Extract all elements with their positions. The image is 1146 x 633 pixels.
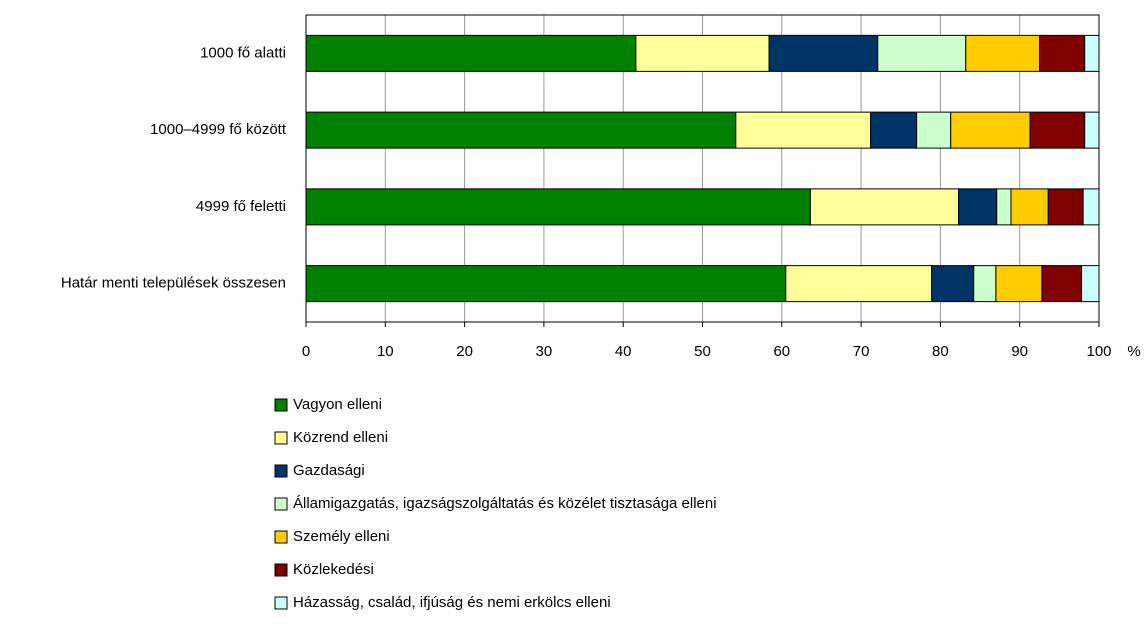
bar-segment [305,111,737,149]
bar-segment [305,34,637,72]
y-tick-label: 4999 fő feletti [196,198,286,215]
bar-segment [305,188,811,226]
bar-segment [1039,34,1086,72]
x-tick-label: 50 [694,343,711,360]
bar-segment [916,111,952,149]
legend-label: Közrend elleni [293,429,388,446]
legend-label: Államigazgatás, igazságszolgáltatás és k… [293,495,717,512]
x-tick-label: 90 [1011,343,1028,360]
x-tick-label: 20 [456,343,473,360]
legend-label: Vagyon elleni [293,396,382,413]
bar-segment [950,111,1031,149]
bar-segment [931,265,975,303]
x-tick-label: 0 [302,343,310,360]
plot-frame [305,14,1100,323]
y-tick-label: 1000–4999 fő között [150,121,287,138]
bar-segment [1082,188,1100,226]
x-tick-label: 10 [377,343,394,360]
bar-segment [305,265,787,303]
bar-segment [877,34,967,72]
bar-segment [1041,265,1083,303]
bar-segment [1047,188,1084,226]
legend-swatch [274,497,288,511]
x-unit: % [1127,343,1140,360]
legend-label: Közlekedési [293,561,374,578]
x-tick-label: 30 [536,343,553,360]
y-tick-label: Határ menti települések összesen [61,275,286,292]
bar-segment [635,34,770,72]
x-tick-label: 70 [853,343,870,360]
legend-label: Gazdasági [293,462,365,479]
legend-label: Személy elleni [293,528,390,545]
bar-segment [735,111,872,149]
bar-segment [1081,265,1100,303]
x-tick-label: 40 [615,343,632,360]
x-tick-label: 80 [932,343,949,360]
legend-swatch [274,563,288,577]
legend-label: Házasság, család, ifjúság és nemi erkölc… [293,594,611,611]
legend-swatch [274,398,288,412]
bar-segment [958,188,998,226]
bar-segment [1084,111,1100,149]
bar-segment [973,265,997,303]
bar-segment [1084,34,1100,72]
bar-segment [870,111,918,149]
legend-swatch [274,464,288,478]
bar-segment [768,34,879,72]
y-tick-label: 1000 fő alatti [200,44,286,61]
bar-segment [1010,188,1049,226]
x-tick-label: 60 [773,343,790,360]
bar-segment [995,265,1043,303]
bar-segment [996,188,1012,226]
legend-swatch [274,596,288,610]
legend-swatch [274,530,288,544]
legend-swatch [274,431,288,445]
bar-segment [809,188,960,226]
bar-segment [965,34,1041,72]
x-tick-label: 100 [1086,343,1111,360]
bar-segment [1029,111,1086,149]
bar-segment [785,265,933,303]
